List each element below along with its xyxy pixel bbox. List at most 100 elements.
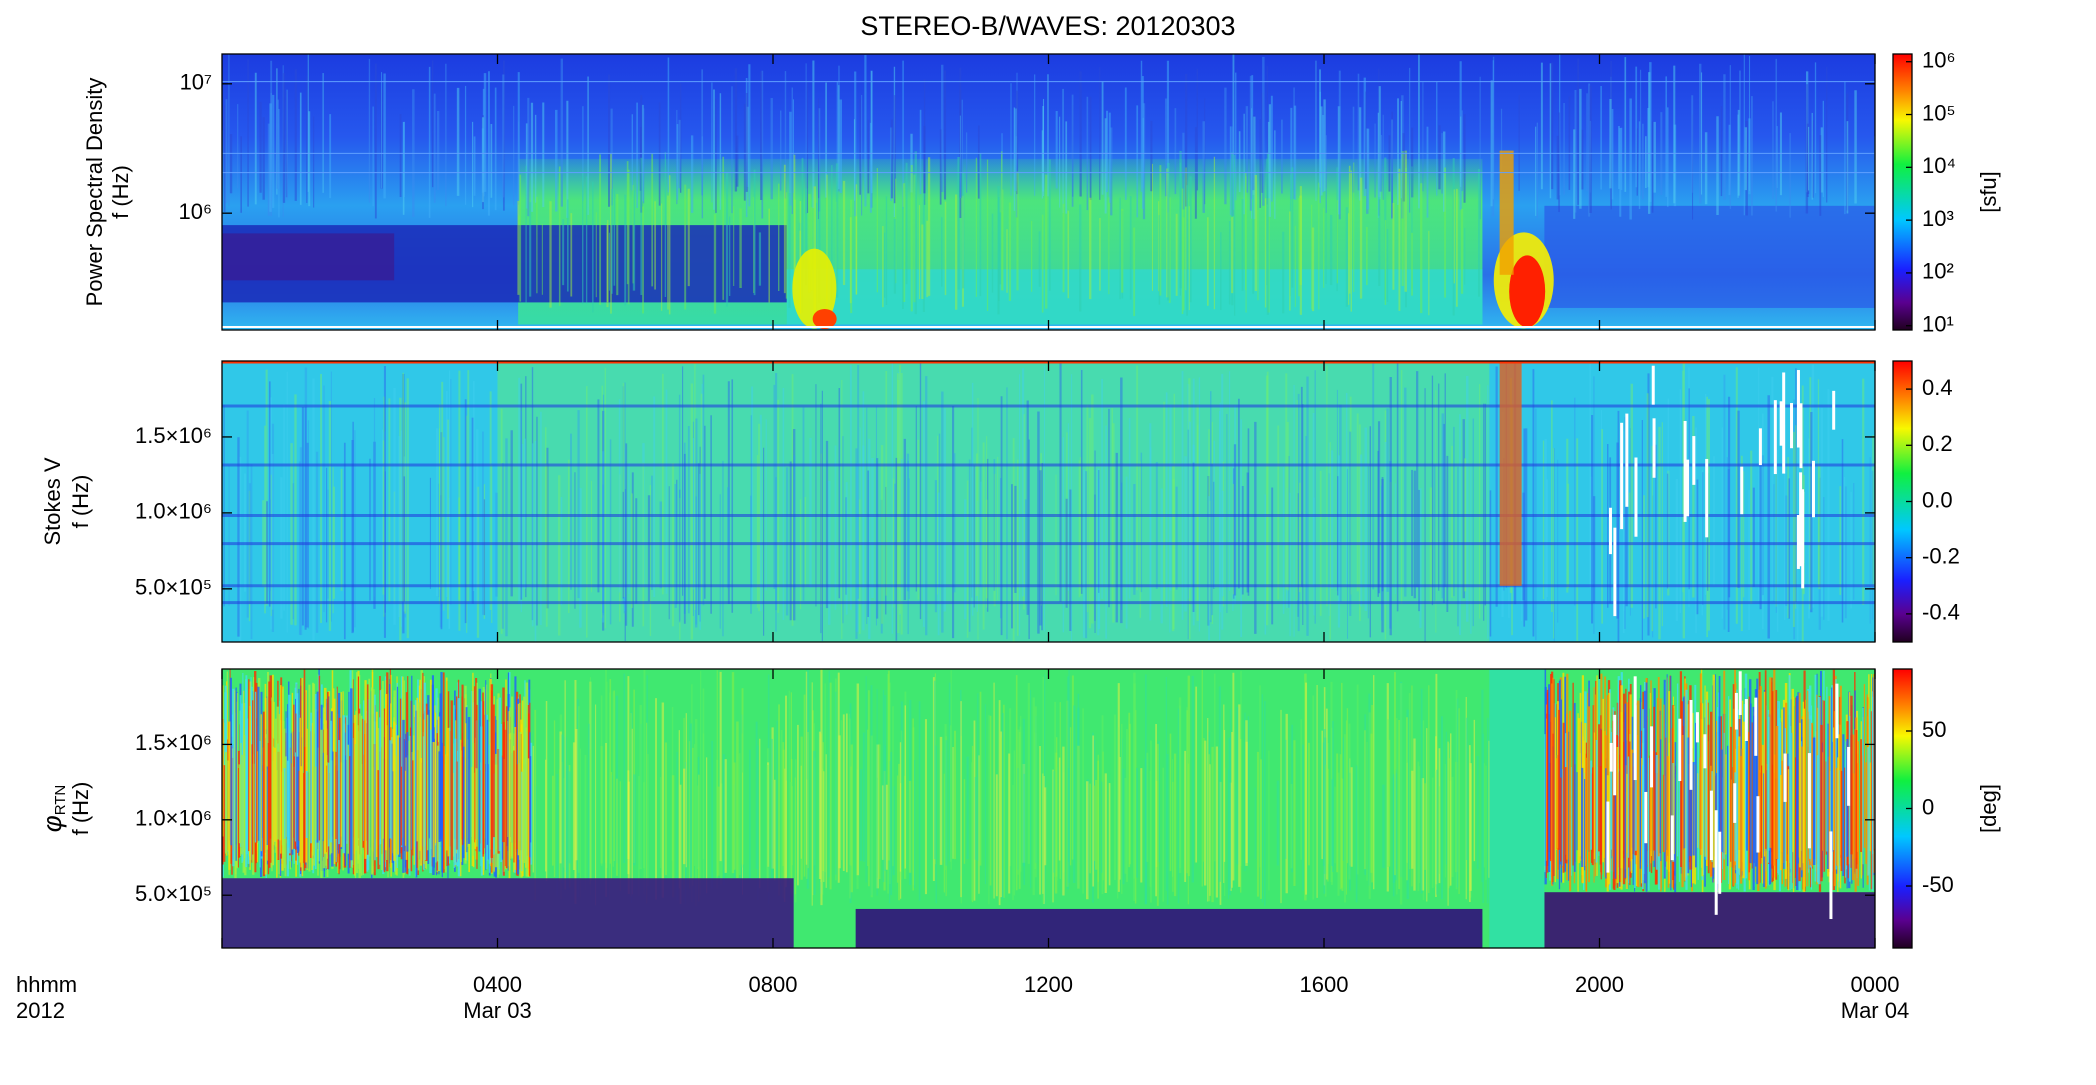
- x-tick-label: 0800: [749, 972, 798, 997]
- y-tick-label: 1.0×10⁶: [135, 499, 212, 524]
- texture: [1620, 422, 1624, 530]
- texture: [1790, 403, 1794, 449]
- texture: [1773, 400, 1777, 475]
- texture: [1509, 255, 1546, 328]
- texture: [1651, 365, 1655, 405]
- y-axis-label-main: Stokes V: [40, 457, 65, 545]
- texture: [1613, 714, 1617, 796]
- texture: [1499, 150, 1514, 275]
- y-tick-label: 5.0×10⁵: [135, 881, 212, 906]
- texture: [1718, 831, 1722, 894]
- x-tick-label: 0000: [1851, 972, 1900, 997]
- texture: [1606, 801, 1610, 873]
- colorbar-tick-label: 10¹: [1922, 312, 1954, 337]
- x-tick-label: 2000: [1575, 972, 1624, 997]
- texture: [1847, 746, 1851, 806]
- chart-title: STEREO-B/WAVES: 20120303: [860, 11, 1235, 41]
- texture: [1705, 458, 1709, 538]
- colorbar-tick-label: 10⁵: [1922, 100, 1956, 125]
- y-tick-label: 10⁷: [180, 70, 212, 95]
- y-tick-label: 1.5×10⁶: [135, 423, 212, 448]
- texture: [855, 908, 1483, 948]
- texture: [1738, 671, 1742, 715]
- colorbar-tick-label: -0.4: [1922, 600, 1960, 625]
- spectrogram-image: [222, 669, 1875, 948]
- y-tick-label: 10⁶: [178, 199, 212, 224]
- y-tick-label: 5.0×10⁵: [135, 575, 212, 600]
- colorbar-tick-label: 10²: [1922, 259, 1954, 284]
- texture: [1625, 413, 1629, 507]
- texture: [1801, 491, 1805, 589]
- texture: [1783, 753, 1787, 802]
- texture: [1796, 370, 1800, 448]
- y-axis-label: Stokes V: [40, 457, 65, 545]
- colorbar-tick-label: 10⁴: [1922, 153, 1956, 178]
- y-axis-label-main: φ: [37, 815, 67, 832]
- colorbar-tick-label: 0.2: [1922, 431, 1953, 456]
- colorbar: [1892, 53, 1913, 331]
- texture: [1703, 734, 1707, 769]
- x-tick-label: 1200: [1024, 972, 1073, 997]
- colorbar-tick-label: -0.2: [1922, 544, 1960, 569]
- spectrogram-image: [222, 361, 1875, 642]
- colorbar-tick-label: -50: [1922, 872, 1954, 897]
- texture: [1695, 712, 1699, 743]
- x-tick-label: 0400: [473, 972, 522, 997]
- texture: [1609, 742, 1613, 772]
- texture: [1799, 403, 1803, 469]
- texture: [1686, 459, 1690, 517]
- colorbar-label: [sfu]: [1976, 171, 2001, 213]
- texture: [1807, 753, 1811, 849]
- texture: [1835, 683, 1839, 739]
- texture: [1756, 796, 1760, 853]
- spectrogram-image: [222, 54, 1875, 330]
- texture: [1608, 507, 1612, 555]
- texture: [792, 248, 837, 329]
- texture: [1832, 390, 1836, 430]
- texture: [1779, 401, 1783, 446]
- texture: [1709, 790, 1713, 861]
- texture: [1734, 692, 1738, 730]
- texture: [1733, 783, 1737, 823]
- texture: [1782, 372, 1786, 474]
- x-tick-label: hhmm: [16, 972, 77, 997]
- texture: [812, 308, 837, 329]
- colorbar-tick-label: 10⁶: [1922, 48, 1956, 73]
- y-tick-label: 1.5×10⁶: [135, 730, 212, 755]
- texture: [1544, 205, 1875, 308]
- colorbar-tick-label: 50: [1922, 717, 1946, 742]
- texture: [1829, 831, 1833, 920]
- y-axis-label: Power Spectral Density: [82, 78, 107, 307]
- colorbar-tick-label: 0: [1922, 794, 1934, 819]
- texture: [1652, 418, 1656, 478]
- texture: [1692, 436, 1696, 485]
- y-axis-label: φRTN: [37, 785, 69, 833]
- texture: [1613, 527, 1617, 617]
- texture: [222, 878, 794, 948]
- texture: [1796, 514, 1800, 569]
- texture: [1758, 428, 1762, 466]
- texture: [1754, 697, 1758, 756]
- texture: [1650, 726, 1654, 788]
- texture: [222, 233, 395, 281]
- texture: [497, 361, 1490, 642]
- texture: [1644, 791, 1648, 844]
- texture: [1634, 457, 1638, 537]
- x-date-label: Mar 03: [463, 998, 531, 1023]
- texture: [1799, 472, 1803, 567]
- texture: [1714, 810, 1718, 915]
- texture: [1811, 460, 1815, 518]
- y-axis-label-2: f (Hz): [68, 475, 93, 529]
- texture: [1670, 815, 1674, 861]
- y-axis-label-main: Power Spectral Density: [82, 78, 107, 307]
- y-axis-label-2: f (Hz): [108, 165, 133, 219]
- y-axis-label-2: f (Hz): [68, 782, 93, 836]
- x-date-label: Mar 04: [1841, 998, 1909, 1023]
- texture: [1544, 892, 1875, 948]
- colorbar-label: [deg]: [1976, 784, 2001, 833]
- colorbar-tick-label: 0.4: [1922, 375, 1953, 400]
- y-tick-label: 1.0×10⁶: [135, 806, 212, 831]
- texture: [1683, 420, 1687, 522]
- x-axis-year: 2012: [16, 998, 65, 1023]
